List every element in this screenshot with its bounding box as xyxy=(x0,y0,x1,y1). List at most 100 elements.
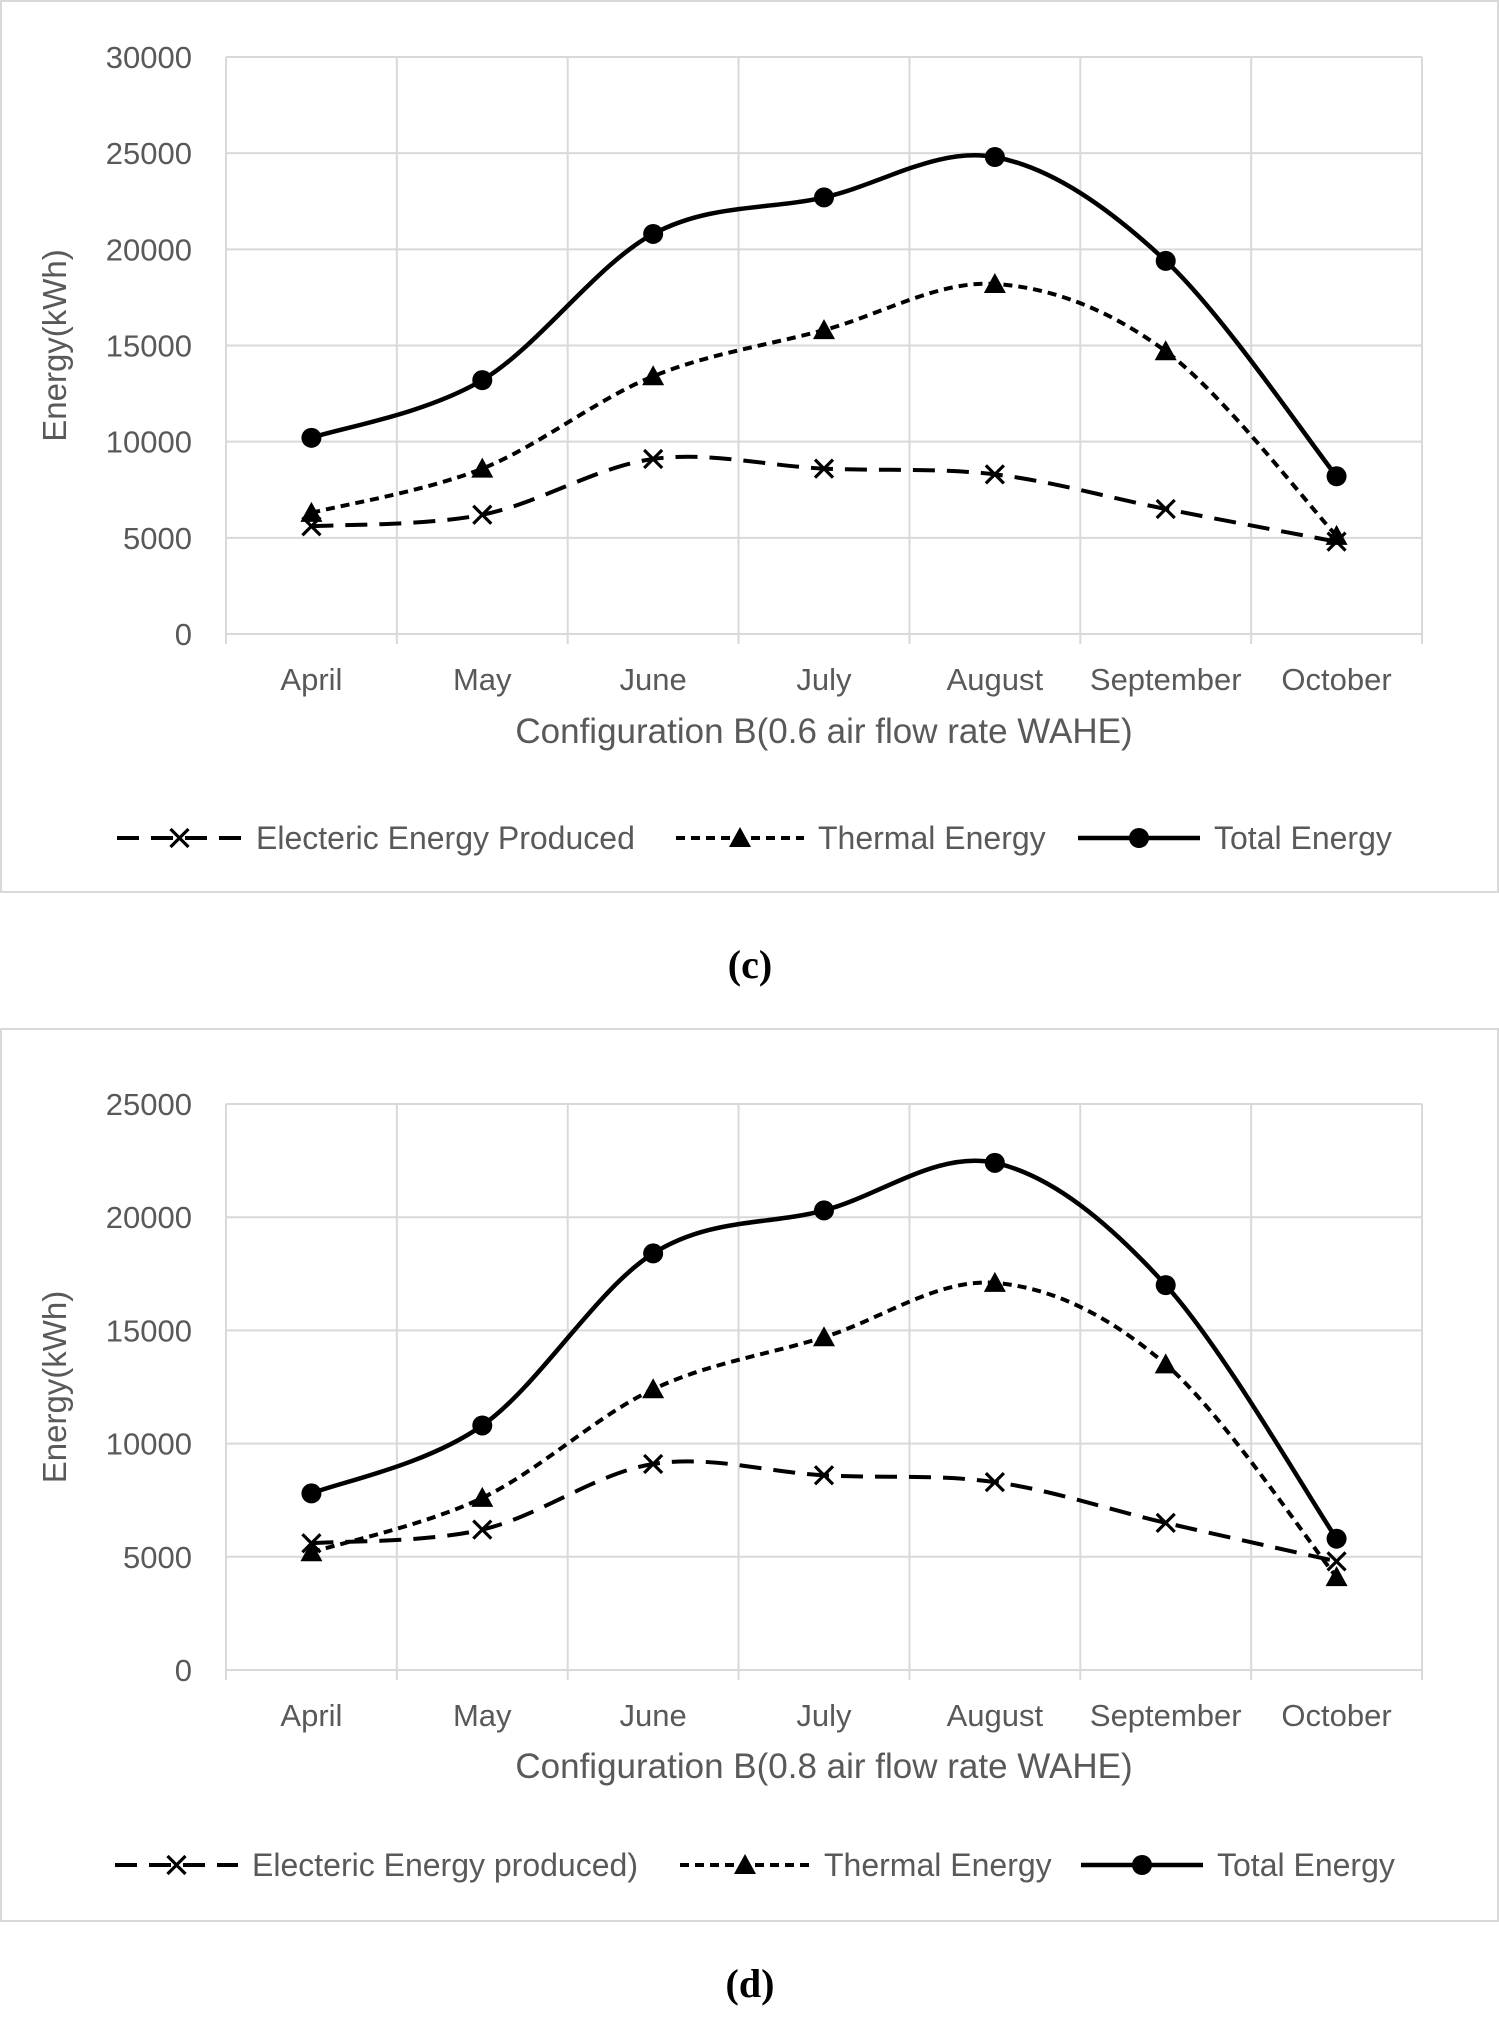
y-tick-label: 20000 xyxy=(106,1200,192,1235)
y-tick-label: 5000 xyxy=(123,1540,192,1575)
data-point xyxy=(814,187,834,208)
data-point xyxy=(813,1326,835,1347)
legend-item: Total Energy xyxy=(1081,1847,1395,1883)
y-tick-label: 25000 xyxy=(106,136,192,171)
y-tick-label: 5000 xyxy=(123,521,192,556)
data-point xyxy=(472,1415,493,1436)
data-point xyxy=(472,504,493,525)
data-point xyxy=(472,370,493,391)
data-point xyxy=(984,1152,1005,1173)
legend-label: Electeric Energy produced) xyxy=(252,1847,638,1883)
y-tick-label: 15000 xyxy=(106,1313,192,1348)
y-tick-label: 0 xyxy=(175,617,192,652)
x-tick-label: April xyxy=(280,662,342,697)
data-point xyxy=(1155,250,1176,271)
data-point xyxy=(1154,340,1177,361)
chart-frame xyxy=(0,0,1499,893)
legend-marker xyxy=(1132,1855,1152,1875)
data-point xyxy=(1325,524,1348,545)
data-point xyxy=(1326,1528,1347,1549)
data-point xyxy=(983,1271,1006,1292)
data-point xyxy=(643,448,664,470)
data-point xyxy=(813,1465,835,1486)
data-point xyxy=(301,1483,322,1504)
legend-item: Total Energy xyxy=(1078,820,1392,856)
legend-label: Thermal Energy xyxy=(818,820,1046,856)
x-axis-title: Configuration B(0.8 air flow rate WAHE) xyxy=(515,1747,1132,1786)
data-point xyxy=(813,319,835,340)
x-tick-label: June xyxy=(620,1698,687,1733)
data-point xyxy=(813,458,835,479)
data-point xyxy=(1325,1566,1348,1587)
x-tick-label: July xyxy=(796,1698,852,1733)
series-electric xyxy=(301,1453,1347,1572)
data-point xyxy=(984,1471,1005,1493)
data-point xyxy=(984,147,1005,168)
data-point xyxy=(472,1519,493,1540)
y-tick-label: 20000 xyxy=(106,232,192,267)
x-tick-label: August xyxy=(947,1698,1044,1733)
data-point xyxy=(642,1378,665,1399)
legend-marker xyxy=(729,827,751,847)
series-total xyxy=(301,147,1347,487)
x-axis-title: Configuration B(0.6 air flow rate WAHE) xyxy=(515,712,1132,751)
series-thermal xyxy=(300,1271,1348,1587)
legend-marker xyxy=(166,1854,187,1876)
data-point xyxy=(471,457,494,478)
data-point xyxy=(642,365,665,386)
data-point xyxy=(643,1453,664,1475)
series-thermal xyxy=(300,272,1348,545)
data-point xyxy=(1154,1353,1177,1374)
x-tick-label: July xyxy=(796,662,852,697)
legend-label: Electeric Energy Produced xyxy=(256,820,635,856)
x-tick-label: June xyxy=(620,662,687,697)
series-total xyxy=(301,1152,1347,1549)
data-point xyxy=(1155,1275,1176,1296)
y-tick-label: 25000 xyxy=(106,1087,192,1122)
data-point xyxy=(643,1243,664,1264)
y-tick-label: 10000 xyxy=(106,1427,192,1462)
x-tick-label: September xyxy=(1090,662,1242,697)
x-tick-label: October xyxy=(1281,1698,1391,1733)
data-point xyxy=(983,272,1006,293)
data-point xyxy=(984,464,1005,485)
legend-marker xyxy=(734,1854,756,1874)
x-tick-label: April xyxy=(280,1698,342,1733)
data-point xyxy=(814,1200,834,1221)
data-point xyxy=(1326,1551,1347,1572)
legend-marker xyxy=(1129,828,1149,848)
y-tick-label: 0 xyxy=(175,1653,192,1688)
legend-label: Thermal Energy xyxy=(824,1847,1052,1883)
data-point xyxy=(1155,498,1176,520)
panel-label: (c) xyxy=(728,942,772,987)
x-tick-label: October xyxy=(1281,662,1391,697)
legend-label: Total Energy xyxy=(1217,1847,1395,1883)
x-tick-label: August xyxy=(947,662,1044,697)
x-tick-label: May xyxy=(453,662,512,697)
y-tick-label: 15000 xyxy=(106,329,192,364)
legend-label: Total Energy xyxy=(1214,820,1392,856)
y-axis-title: Energy(kWh) xyxy=(36,1291,73,1484)
legend-item: Electeric Energy produced) xyxy=(115,1847,638,1883)
data-point xyxy=(1326,466,1347,487)
y-tick-label: 10000 xyxy=(106,425,192,460)
data-point xyxy=(300,1541,323,1562)
x-tick-label: September xyxy=(1090,1698,1242,1733)
legend-item: Thermal Energy xyxy=(680,1847,1052,1883)
data-point xyxy=(643,223,664,244)
data-point xyxy=(300,501,323,522)
x-tick-label: May xyxy=(453,1698,512,1733)
legend-marker xyxy=(169,827,190,849)
y-axis-title: Energy(kWh) xyxy=(36,249,73,442)
data-point xyxy=(301,427,322,448)
data-point xyxy=(471,1486,494,1507)
chart-panel-d: 0 5000 10000 15000 20000 25000 April May June Jul… xyxy=(0,1028,1499,1922)
legend-item: Thermal Energy xyxy=(676,820,1046,856)
series-electric xyxy=(301,448,1347,552)
data-point xyxy=(1155,1512,1176,1533)
chart-frame xyxy=(0,1028,1499,1922)
panel-label: (d) xyxy=(726,1961,775,2006)
chart-panel-c: 0 5000 10000 15000 20000 25000 30000 April May Ju… xyxy=(0,0,1499,893)
y-tick-label: 30000 xyxy=(106,40,192,75)
